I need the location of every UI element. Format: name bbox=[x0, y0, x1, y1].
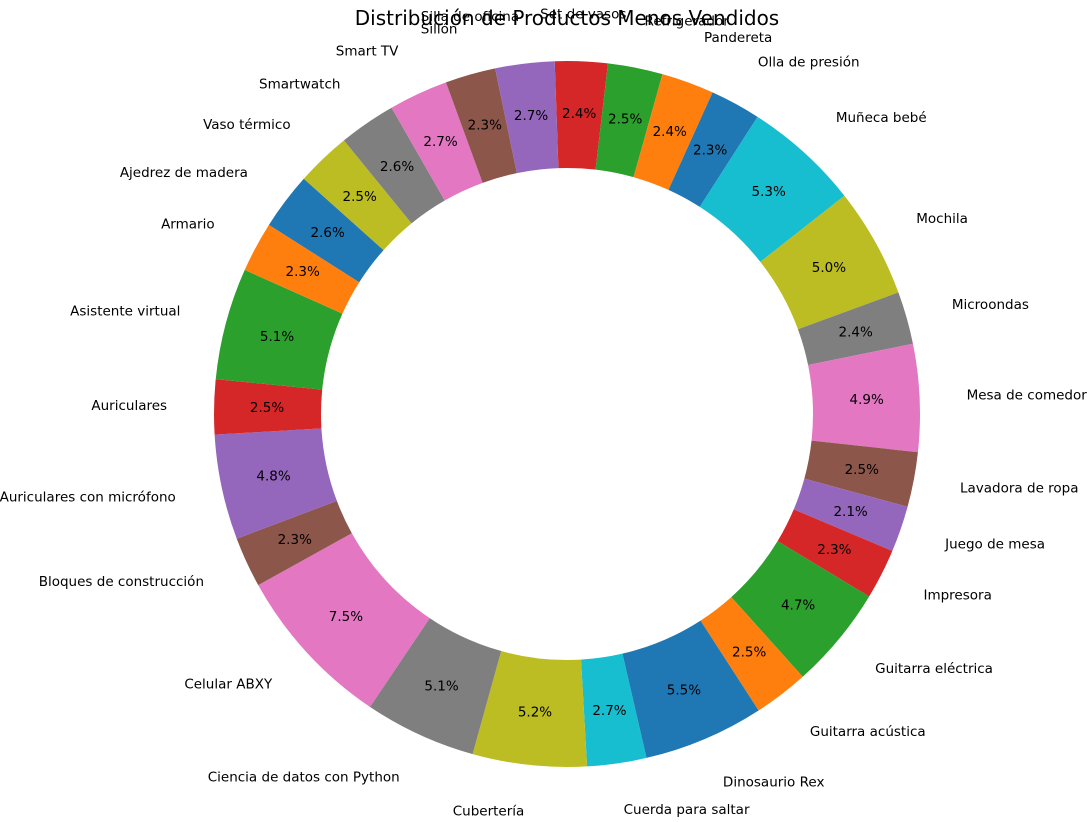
slice-16 bbox=[369, 618, 502, 755]
slice-category-label: Lavadora de ropa bbox=[960, 480, 1079, 496]
slice-category-label: Microondas bbox=[952, 297, 1029, 313]
slice-category-label: Auriculares bbox=[91, 398, 167, 414]
slice-pct-label: 2.3% bbox=[278, 532, 312, 548]
slice-category-label: Ciencia de datos con Python bbox=[208, 769, 400, 785]
slice-category-label: Refrigerador bbox=[645, 14, 730, 30]
slice-18 bbox=[236, 500, 352, 586]
slice-category-label: Juego de mesa bbox=[944, 536, 1045, 552]
slice-9 bbox=[793, 478, 908, 551]
slice-13 bbox=[622, 620, 759, 758]
slice-pct-label: 2.5% bbox=[343, 189, 377, 205]
donut-slices bbox=[214, 61, 920, 767]
slice-category-label: Silla de oficina bbox=[421, 9, 519, 25]
slice-pct-label: 4.9% bbox=[850, 392, 884, 408]
slice-category-label: Smart TV bbox=[336, 43, 399, 59]
slice-pct-label: 2.1% bbox=[833, 504, 867, 520]
slice-pct-label: 2.7% bbox=[423, 134, 457, 150]
slice-10 bbox=[777, 509, 893, 597]
slice-15 bbox=[472, 651, 588, 767]
slice-3 bbox=[668, 92, 758, 207]
slice-pct-label: 5.0% bbox=[812, 260, 846, 276]
slice-category-label: Vaso térmico bbox=[203, 117, 291, 133]
slice-pct-label: 5.2% bbox=[518, 704, 552, 720]
slice-26 bbox=[391, 82, 483, 201]
slice-category-label: Dinosaurio Rex bbox=[723, 774, 825, 790]
slice-14 bbox=[581, 653, 647, 767]
slice-category-label: Smartwatch bbox=[259, 76, 340, 92]
slice-pct-label: 2.5% bbox=[608, 112, 642, 128]
slice-25 bbox=[343, 107, 445, 224]
slice-11 bbox=[731, 541, 870, 677]
slice-7 bbox=[808, 343, 920, 453]
slice-category-label: Sillón bbox=[421, 21, 458, 37]
slice-pct-label: 2.3% bbox=[286, 264, 320, 280]
slice-category-label: Cuerda para saltar bbox=[624, 802, 750, 818]
slice-category-label: Guitarra acústica bbox=[810, 724, 926, 740]
slice-6 bbox=[797, 292, 913, 366]
slice-category-label: Mesa de comedor bbox=[967, 388, 1087, 404]
slice-pct-label: 5.5% bbox=[667, 682, 701, 698]
slice-12 bbox=[700, 597, 803, 711]
slice-17 bbox=[258, 533, 430, 707]
slice-category-label: Olla de presión bbox=[758, 55, 860, 71]
slice-1 bbox=[595, 63, 663, 178]
slice-category-label: Asistente virtual bbox=[70, 303, 180, 319]
slice-pct-label: 2.3% bbox=[817, 542, 851, 558]
slice-pct-label: 2.6% bbox=[311, 225, 345, 241]
slice-pct-label: 2.4% bbox=[562, 106, 596, 122]
slice-pct-label: 4.8% bbox=[256, 468, 290, 484]
slice-category-label: Ajedrez de madera bbox=[120, 165, 248, 181]
slice-category-label: Muñeca bebé bbox=[836, 110, 927, 126]
slice-category-label: Mochila bbox=[916, 211, 968, 227]
slice-28 bbox=[495, 61, 559, 174]
slice-5 bbox=[760, 195, 899, 330]
slice-23 bbox=[268, 178, 384, 283]
slice-pct-label: 2.5% bbox=[845, 462, 879, 478]
slice-category-label: Set de vasos bbox=[540, 6, 626, 22]
slice-4 bbox=[699, 116, 845, 262]
slice-19 bbox=[214, 428, 337, 539]
slice-category-label: Guitarra eléctrica bbox=[875, 661, 993, 677]
slice-pct-label: 2.6% bbox=[380, 159, 414, 175]
slice-21 bbox=[215, 269, 343, 390]
slice-pct-label: 2.3% bbox=[693, 142, 727, 158]
slice-pct-label: 5.1% bbox=[260, 329, 294, 345]
slice-pct-label: 4.7% bbox=[781, 597, 815, 613]
slice-category-label: Bloques de construcción bbox=[39, 574, 204, 590]
slice-pct-label: 2.5% bbox=[732, 644, 766, 660]
slice-0 bbox=[554, 61, 608, 170]
slice-27 bbox=[445, 68, 517, 183]
slice-pct-label: 2.4% bbox=[838, 324, 872, 340]
slice-category-label: Impresora bbox=[923, 587, 991, 603]
slice-pct-label: 5.3% bbox=[751, 184, 785, 200]
slice-20 bbox=[214, 379, 323, 435]
slice-pct-label: 2.7% bbox=[514, 108, 548, 124]
slice-pct-label: 7.5% bbox=[329, 609, 363, 625]
slice-category-label: Cubertería bbox=[453, 804, 525, 820]
slice-pct-label: 2.3% bbox=[468, 117, 502, 133]
slice-category-label: Pandereta bbox=[704, 30, 772, 46]
slice-24 bbox=[303, 140, 412, 251]
slice-pct-label: 2.5% bbox=[250, 400, 284, 416]
slice-8 bbox=[804, 440, 918, 507]
slice-22 bbox=[244, 224, 360, 314]
slice-pct-label: 5.1% bbox=[424, 679, 458, 695]
slice-pct-label: 2.7% bbox=[592, 703, 626, 719]
slice-category-label: Auriculares con micrófono bbox=[0, 489, 176, 505]
slice-category-label: Armario bbox=[161, 217, 215, 233]
slice-category-label: Celular ABXY bbox=[184, 676, 273, 692]
percentage-labels: 2.4% 2.5% 2.4% 2.3% 5.3% 5.0% 2.4% 4.9% 2.5% 2.1%… bbox=[250, 106, 884, 720]
chart-title: Distribución de Productos Menos Vendidos bbox=[355, 6, 779, 30]
slice-pct-label: 2.4% bbox=[653, 124, 687, 140]
slice-2 bbox=[633, 74, 713, 190]
